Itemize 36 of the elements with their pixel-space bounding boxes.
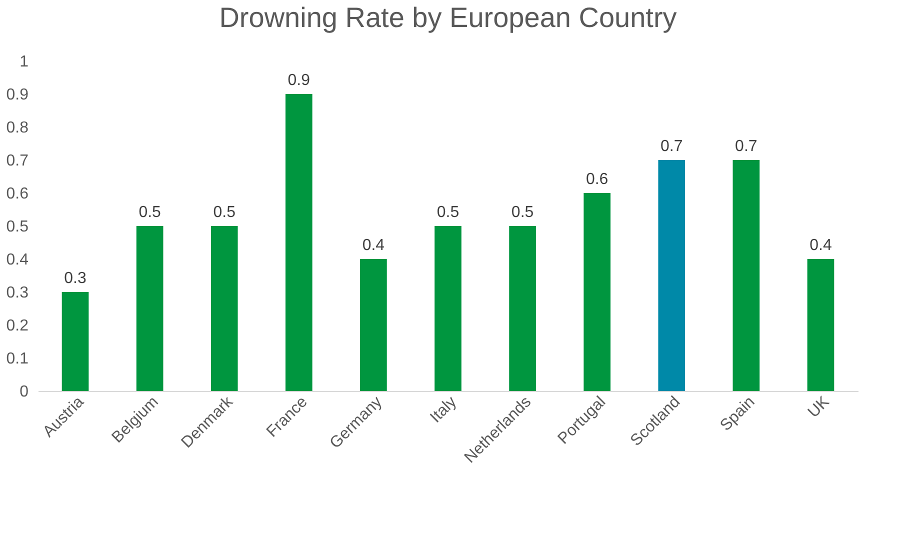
y-tick-label: 0.3 [6,284,29,302]
bar [434,226,462,391]
bar [658,160,686,391]
bar [62,292,89,391]
y-tick-label: 0.6 [6,186,29,202]
y-tick-label: 0.1 [6,350,29,368]
data-label: 0.3 [64,270,86,287]
bar [584,193,611,391]
y-tick-label: 0.4 [6,252,29,268]
data-label: 0.5 [138,204,162,221]
bar [285,94,312,391]
y-tick-label: 1 [20,54,29,70]
bar [210,226,238,391]
y-tick-label: 0.5 [6,218,29,236]
data-label: 0.4 [810,237,832,254]
data-label: 0.7 [735,138,758,155]
data-label: 0.5 [436,204,460,221]
y-tick-label: 0.9 [6,86,29,104]
x-tick-label: Italy [427,394,460,426]
y-tick-label: 0.2 [6,318,29,334]
bar [360,259,387,391]
bar [807,259,834,391]
bar [509,226,536,391]
chart-title: Drowning Rate by European Country [219,2,677,33]
data-label: 0.4 [362,237,385,254]
y-tick-label: 0.8 [6,120,29,136]
bar [136,226,164,391]
x-tick-label: UK [805,393,833,422]
y-tick-label: 0.7 [6,152,29,170]
data-label: 0.9 [288,72,310,89]
data-label: 0.5 [511,204,534,221]
data-label: 0.7 [660,138,683,155]
data-label: 0.5 [213,204,236,221]
bar [732,160,760,391]
y-tick-label: 0 [20,384,29,400]
data-label: 0.6 [586,171,608,188]
